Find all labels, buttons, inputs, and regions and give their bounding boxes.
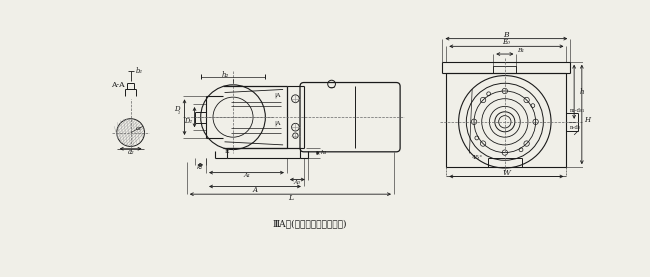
Text: D₂: D₂ (183, 117, 192, 125)
Text: E₀: E₀ (502, 39, 510, 47)
Text: A-A: A-A (111, 81, 124, 89)
Text: a₂: a₂ (127, 148, 134, 156)
Text: n-d₀: n-d₀ (570, 125, 581, 130)
Text: A: A (252, 186, 257, 194)
Text: k₂: k₂ (197, 165, 203, 170)
Text: ₁: ₁ (178, 110, 180, 115)
Text: h₁: h₁ (320, 150, 327, 155)
Text: H: H (584, 116, 590, 124)
Text: A₀: A₀ (294, 180, 301, 185)
Text: h₂: h₂ (222, 71, 229, 79)
Text: |A: |A (274, 120, 281, 126)
Text: L: L (288, 194, 293, 202)
Text: h: h (580, 88, 584, 96)
Text: R: R (225, 148, 229, 153)
Text: |A: |A (274, 92, 281, 98)
Text: B₁: B₁ (517, 48, 524, 53)
Text: n₁-d₀₁: n₁-d₀₁ (570, 108, 586, 113)
Text: 45°: 45° (471, 155, 483, 160)
Text: B: B (504, 31, 509, 39)
Bar (493, 66, 516, 73)
Text: ⅢA型(有已缘端盖、有底脚): ⅢA型(有已缘端盖、有底脚) (273, 219, 347, 228)
Text: W: W (502, 169, 510, 177)
Text: A₁: A₁ (243, 173, 250, 178)
Text: c₂: c₂ (135, 126, 141, 131)
Text: b₂: b₂ (136, 67, 142, 75)
Text: D: D (174, 106, 179, 114)
